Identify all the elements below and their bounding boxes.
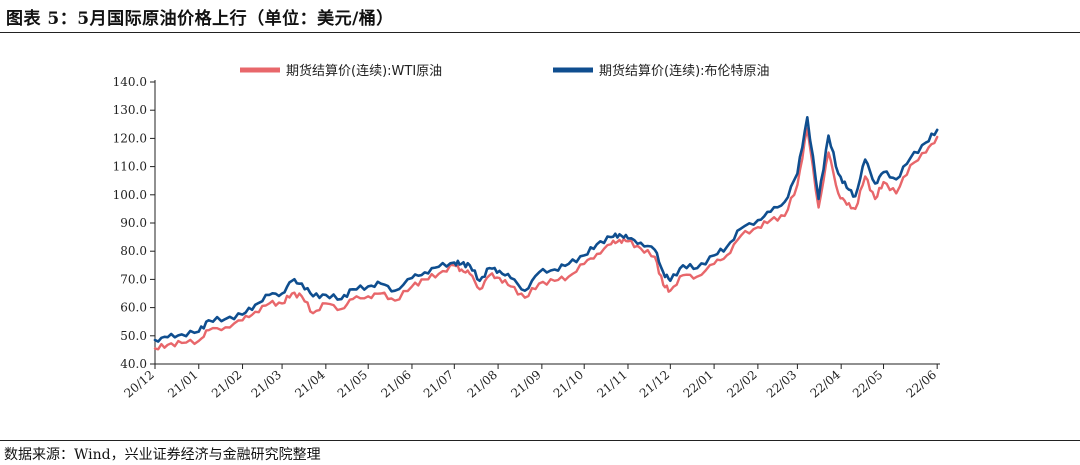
- source-note: 数据来源：Wind，兴业证券经济与金融研究院整理: [4, 447, 321, 463]
- x-tick-label: 21/11: [594, 368, 629, 401]
- x-tick-label: 22/06: [904, 368, 939, 401]
- x-tick-label: 21/12: [637, 368, 672, 401]
- series-lines: [153, 116, 939, 351]
- x-tick-label: 22/04: [808, 367, 844, 400]
- x-axis-ticks: 20/12 21/01 21/02 21/03 21/04 21/05 21/06 21/07…: [121, 364, 939, 401]
- y-tick-label: 50.0: [120, 329, 147, 343]
- x-tick-label: 21/02: [209, 368, 244, 401]
- x-tick-label: 21/06: [378, 368, 413, 401]
- x-tick-label: 21/01: [165, 368, 200, 401]
- y-axis-ticks: 40.0 50.0 60.0 70.0 80.0 90.0 100.0 110.0 120.0 1…: [113, 75, 155, 371]
- y-tick-label: 140.0: [113, 75, 147, 89]
- figure-title: 图表 5：5月国际原油价格上行（单位：美元/桶）: [6, 9, 394, 29]
- x-tick-label: 21/09: [508, 368, 543, 401]
- x-tick-label: 22/01: [681, 368, 716, 401]
- oil-price-chart: 40.0 50.0 60.0 70.0 80.0 90.0 100.0 110.0 120.0 1…: [113, 63, 940, 401]
- x-tick-label: 21/05: [335, 368, 370, 401]
- x-tick-label: 21/10: [551, 368, 586, 401]
- x-tick-label: 20/12: [121, 368, 156, 401]
- x-tick-label: 21/08: [465, 368, 500, 401]
- y-tick-label: 120.0: [113, 131, 147, 145]
- y-tick-label: 70.0: [120, 272, 147, 286]
- legend-label: 期货结算价(连续):WTI原油: [286, 63, 442, 79]
- y-tick-label: 60.0: [120, 301, 147, 315]
- y-tick-label: 130.0: [113, 103, 147, 117]
- y-tick-label: 40.0: [120, 357, 147, 371]
- x-tick-label: 22/02: [724, 368, 759, 401]
- y-tick-label: 90.0: [120, 216, 147, 230]
- brent-series-line: [153, 116, 939, 343]
- x-tick-label: 22/05: [850, 368, 885, 401]
- source-rule: [0, 440, 1080, 441]
- x-tick-label: 21/03: [248, 368, 283, 401]
- title-rule: [0, 32, 1080, 33]
- x-tick-label: 21/07: [421, 368, 456, 401]
- y-tick-label: 100.0: [113, 188, 147, 202]
- wti-series-line: [153, 127, 939, 351]
- y-tick-label: 80.0: [120, 244, 147, 258]
- x-tick-label: 22/03: [764, 368, 799, 401]
- legend-label: 期货结算价(连续):布伦特原油: [599, 63, 770, 79]
- y-tick-label: 110.0: [113, 160, 147, 174]
- legend: 期货结算价(连续):WTI原油 期货结算价(连续):布伦特原油: [240, 63, 770, 79]
- x-tick-label: 21/04: [292, 367, 328, 400]
